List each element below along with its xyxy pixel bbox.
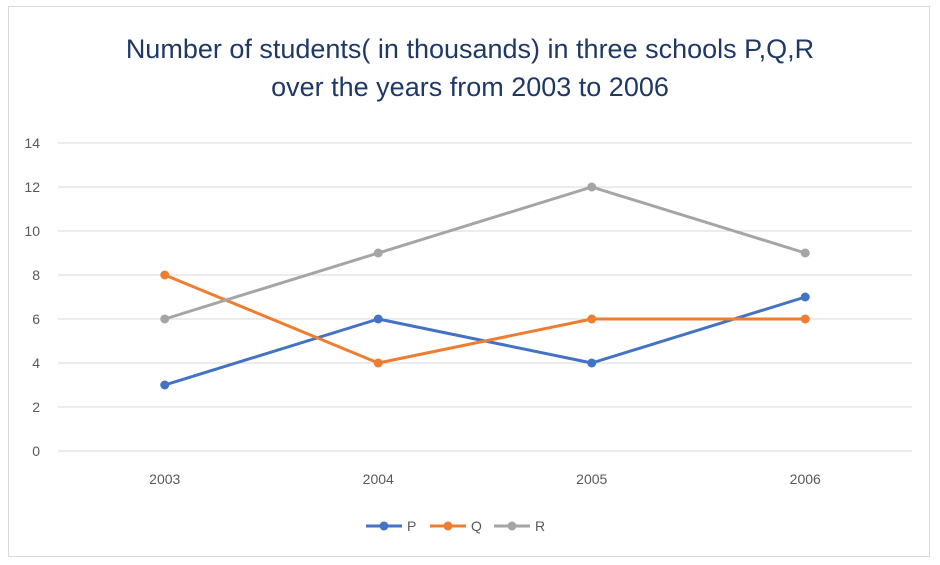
data-point-q xyxy=(587,314,597,324)
x-tick-label: 2005 xyxy=(576,471,607,487)
series-line-q xyxy=(163,273,807,365)
y-tick-label: 0 xyxy=(32,443,40,459)
chart-title-line1: Number of students( in thousands) in thr… xyxy=(125,34,815,64)
data-point-p xyxy=(160,380,170,390)
series-points xyxy=(160,182,810,390)
y-tick-label: 6 xyxy=(32,311,40,327)
legend: P Q R xyxy=(366,518,545,534)
y-tick-label: 12 xyxy=(24,179,40,195)
series-lines xyxy=(163,185,807,387)
series-line-r xyxy=(163,185,807,321)
y-tick-label: 8 xyxy=(32,267,40,283)
x-tick-label: 2006 xyxy=(790,471,821,487)
data-point-p xyxy=(587,358,597,368)
x-tick-label: 2004 xyxy=(363,471,394,487)
y-tick-label: 14 xyxy=(24,135,40,151)
x-tick-label: 2003 xyxy=(149,471,180,487)
legend-label-r: R xyxy=(535,518,545,534)
y-tick-label: 4 xyxy=(32,355,40,371)
chart-title-line2: over the years from 2003 to 2006 xyxy=(271,72,669,102)
y-tick-label: 10 xyxy=(24,223,40,239)
legend-marker-q xyxy=(443,521,453,531)
chart-frame xyxy=(8,6,930,557)
y-tick-label: 2 xyxy=(32,399,40,415)
data-point-q xyxy=(800,314,810,324)
data-point-q xyxy=(373,358,383,368)
data-point-r xyxy=(373,248,383,258)
x-axis-ticks: 2003 2004 2005 2006 xyxy=(149,471,821,487)
chart-title: Number of students( in thousands) in thr… xyxy=(0,30,940,106)
data-point-r xyxy=(587,182,597,192)
legend-marker-r xyxy=(507,521,517,531)
y-axis-ticks: 0 2 4 6 8 10 12 14 xyxy=(24,135,40,459)
data-point-p xyxy=(373,314,383,324)
data-point-q xyxy=(160,270,170,280)
data-point-r xyxy=(160,314,170,324)
data-point-r xyxy=(800,248,810,258)
legend-label-q: Q xyxy=(471,518,482,534)
data-point-p xyxy=(800,292,810,302)
gridlines xyxy=(58,142,912,452)
legend-label-p: P xyxy=(407,518,416,534)
legend-marker-p xyxy=(379,521,389,531)
